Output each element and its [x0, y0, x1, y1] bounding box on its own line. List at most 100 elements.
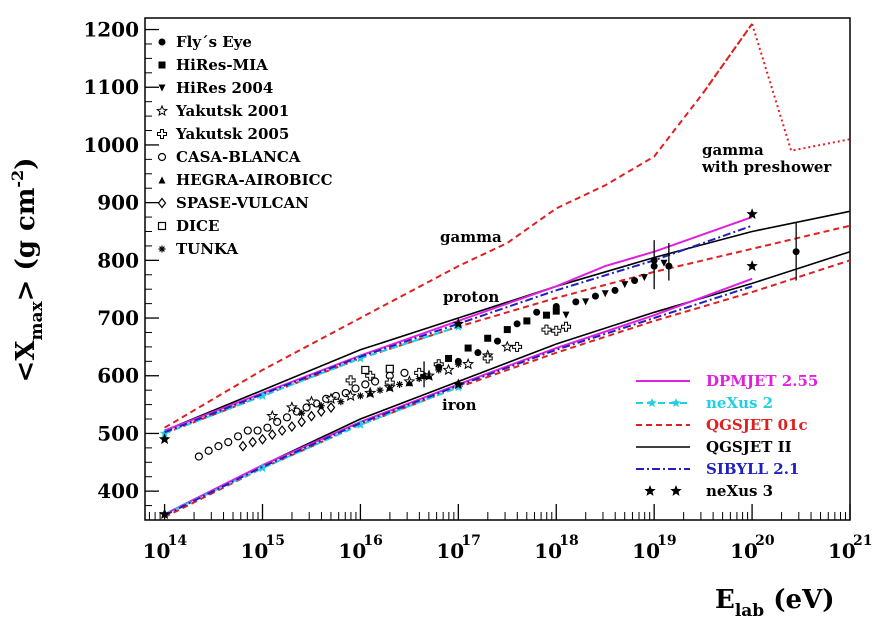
y-tick-label: 1100	[83, 75, 139, 99]
x-tick-exponent: 14	[168, 533, 188, 549]
legend-star-right	[671, 398, 681, 407]
experiment-legend-label: DICE	[176, 217, 219, 235]
data-point-open-diamond	[277, 425, 287, 437]
series-line-nexus-2-iron	[164, 386, 459, 516]
y-axis-title-sub: max	[27, 300, 47, 340]
data-point-open-circle	[351, 384, 360, 393]
data-point-open-square	[361, 365, 370, 375]
data-point-filled-triangle-down	[562, 311, 570, 319]
legend-marker-open-diamond	[157, 197, 167, 209]
annotation-iron: iron	[442, 396, 477, 414]
data-point-filled-triangle-up	[366, 389, 374, 397]
y-tick-label: 500	[97, 421, 139, 445]
data-point-filled-square	[464, 344, 472, 352]
legend-marker-open-square	[157, 221, 167, 231]
legend-marker-filled-square	[158, 61, 166, 69]
y-tick-label: 800	[97, 248, 139, 272]
data-point-filled-circle	[591, 292, 599, 300]
x-axis-title-main: E	[715, 585, 735, 615]
data-point-open-cross	[414, 367, 425, 378]
data-point-open-circle	[263, 423, 272, 432]
nexus3-star-point	[452, 317, 464, 329]
data-point-asterisk	[298, 409, 306, 417]
data-point-open-circle	[371, 377, 380, 386]
data-point-open-star	[305, 395, 318, 407]
y-tick-label: 1000	[83, 133, 139, 157]
data-point-filled-circle	[631, 277, 639, 285]
data-point-asterisk	[317, 402, 325, 410]
data-point-filled-circle	[494, 337, 501, 345]
data-point-open-circle	[194, 452, 203, 461]
nexus3-star-point	[452, 378, 464, 390]
data-point-filled-triangle-down	[582, 298, 590, 306]
series-line-nexus-2-proton	[164, 325, 459, 435]
data-point-filled-square	[552, 307, 560, 315]
x-axis-title-unit: (eV)	[764, 585, 834, 615]
legend-star-right	[670, 485, 682, 496]
data-point-open-diamond	[297, 416, 306, 428]
legend-marker-filled-circle	[158, 38, 166, 46]
data-point-open-cross	[365, 370, 376, 381]
data-point-filled-square	[484, 334, 492, 342]
x-tick-base: 10	[828, 539, 856, 563]
x-tick-base: 10	[143, 539, 171, 563]
x-tick-base: 10	[730, 539, 758, 563]
data-point-open-circle	[214, 442, 223, 451]
data-point-open-diamond	[248, 436, 257, 448]
experiment-legend-label: Yakutsk 2005	[175, 125, 289, 143]
legend-marker-open-circle	[157, 152, 167, 162]
data-point-open-star	[462, 357, 475, 370]
data-point-open-circle	[204, 446, 213, 455]
legend-marker-filled-triangle-up	[158, 176, 166, 184]
y-axis-title-sup: -2	[8, 170, 27, 188]
annotation-preshower-2: with preshower	[701, 158, 832, 176]
x-tick-base: 10	[436, 539, 464, 563]
measurement-layer	[158, 208, 800, 520]
model-legend-label: DPMJET 2.55	[706, 372, 818, 390]
x-tick-base: 10	[632, 539, 660, 563]
experiment-legend-label: Yakutsk 2001	[175, 102, 289, 120]
data-point-filled-circle	[650, 262, 658, 270]
data-point-filled-circle	[474, 349, 482, 357]
y-axis-title-close: )	[11, 158, 41, 170]
y-tick-label: 400	[97, 479, 139, 503]
data-point-open-diamond	[268, 429, 277, 441]
data-point-filled-triangle-down	[660, 259, 668, 267]
data-point-open-star	[285, 401, 298, 413]
legend-star-left	[644, 485, 656, 496]
x-tick-exponent: 15	[266, 533, 285, 549]
data-point-filled-circle	[533, 308, 541, 316]
experiment-legend-label: HiRes-MIA	[176, 56, 268, 74]
x-tick-exponent: 20	[755, 533, 775, 549]
data-point-filled-circle	[435, 363, 443, 371]
error-bar-point	[665, 262, 673, 270]
data-point-open-cross	[551, 325, 562, 336]
nexus2-star-point	[257, 390, 268, 400]
data-point-open-star	[501, 340, 514, 352]
x-axis-title: Elab (eV)	[715, 585, 835, 621]
data-point-filled-circle	[513, 320, 521, 328]
data-point-filled-square	[542, 311, 550, 319]
data-point-open-cross	[345, 375, 356, 386]
series-line-qgsjet-01c-gamma	[164, 23, 753, 429]
y-tick-label: 600	[97, 364, 139, 388]
model-legend-label: QGSJET 01c	[706, 416, 808, 434]
data-point-filled-triangle-down	[621, 281, 629, 289]
series-line-qgsjet-ii-proton	[164, 210, 851, 432]
data-point-open-circle	[243, 426, 252, 435]
data-point-open-diamond	[258, 433, 267, 445]
legend-marker-filled-triangle-down	[158, 84, 166, 92]
x-tick-exponent: 18	[559, 533, 578, 549]
data-point-open-cross	[482, 353, 493, 364]
data-point-open-diamond	[307, 410, 316, 422]
data-point-filled-square	[503, 326, 511, 334]
data-point-open-star	[325, 392, 338, 405]
nexus3-star-point	[746, 260, 758, 271]
data-point-filled-square	[445, 354, 453, 362]
svg-text:<Xmax> (g cm-2): <Xmax> (g cm-2)	[8, 158, 47, 383]
series-line-qgsjet-01c-iron	[164, 259, 851, 518]
error-bar-point	[650, 256, 658, 264]
data-point-filled-circle	[611, 286, 619, 294]
model-legend-label: neXus 3	[706, 482, 773, 500]
